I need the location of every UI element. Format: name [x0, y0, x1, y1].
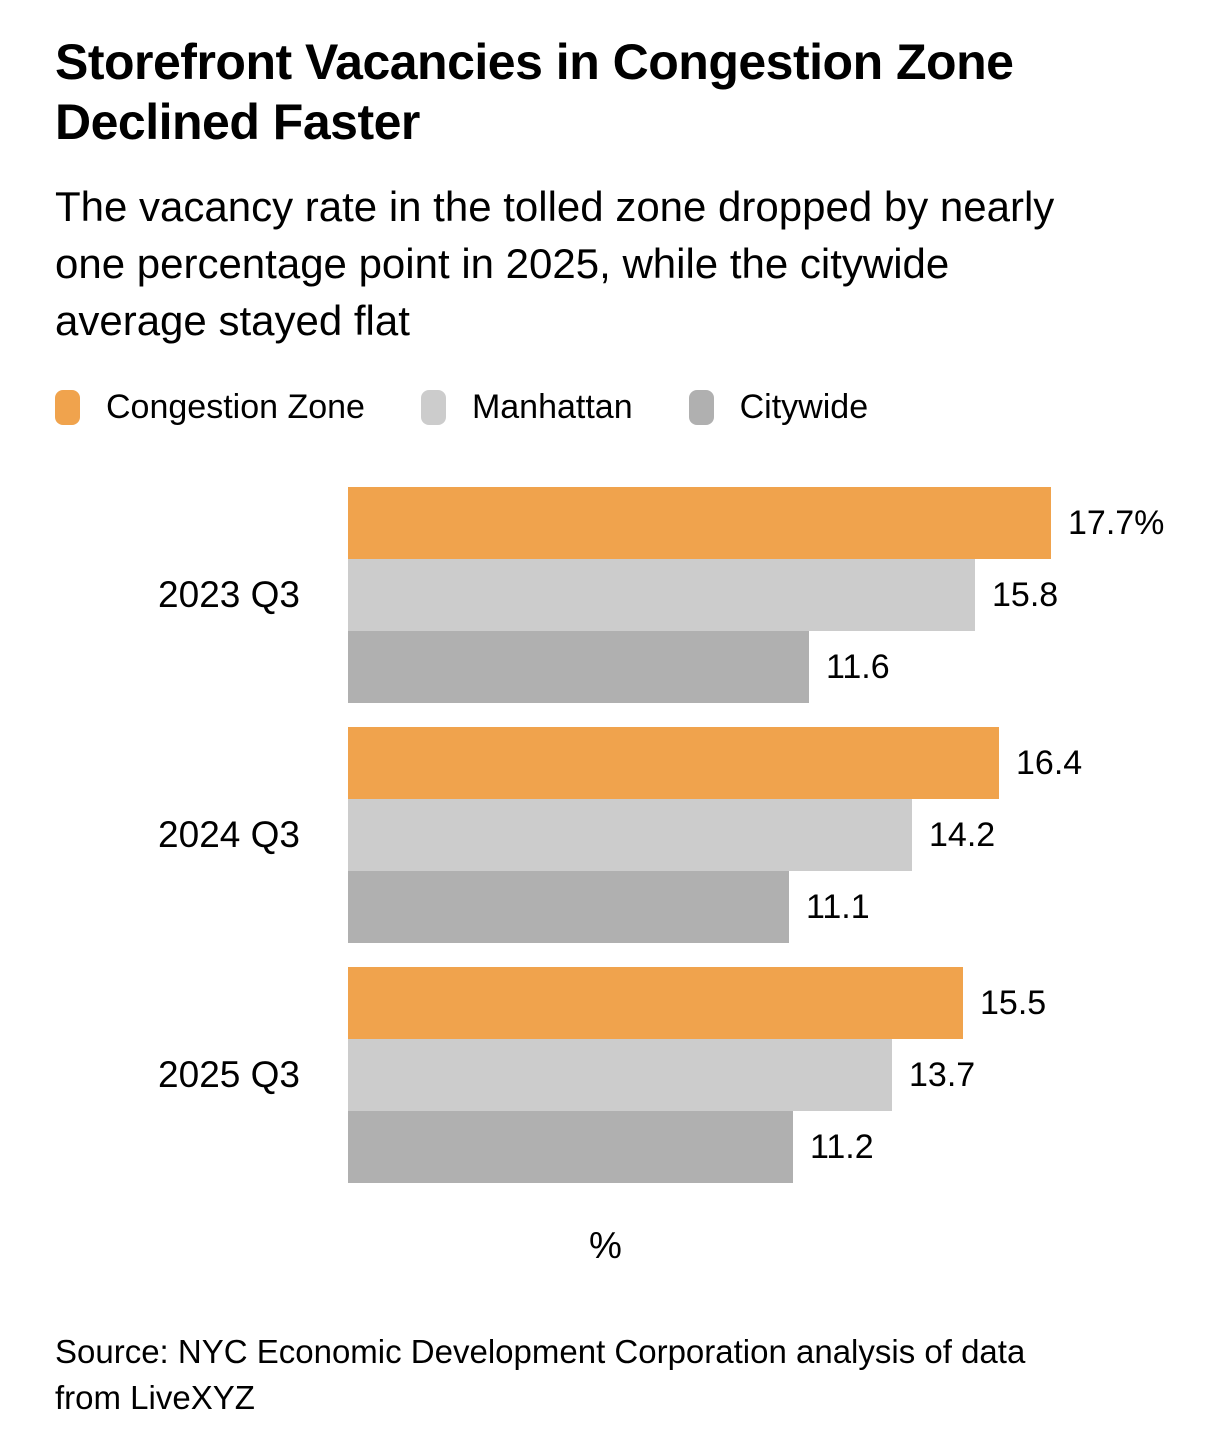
legend-item-manhattan: Manhattan [420, 387, 633, 427]
bar-value-label: 11.6 [826, 647, 890, 686]
legend: Congestion Zone Manhattan Citywide [55, 387, 1156, 427]
bar-stack: 15.5 13.7 11.2 [348, 967, 1156, 1183]
legend-item-congestion-zone: Congestion Zone [55, 387, 365, 427]
category-label: 2024 Q3 [158, 814, 300, 855]
bar-value-label: 14.2 [929, 815, 996, 854]
congestion-zone-swatch-icon [55, 389, 80, 425]
bar-chart: 2023 Q3 17.7% 15.8 11.6 2024 Q3 16.4 14.2 11.1 2… [55, 487, 1164, 1267]
bar-value-label: 11.1 [806, 887, 870, 926]
bar-group-2024-q3: 2024 Q3 16.4 14.2 11.1 [55, 727, 1156, 943]
bar-row: 16.4 [348, 727, 1156, 799]
bar-stack: 17.7% 15.8 11.6 [348, 487, 1164, 703]
bar-groups: 2023 Q3 17.7% 15.8 11.6 2024 Q3 16.4 14.2 11.1 2… [55, 487, 1164, 1183]
manhattan-swatch-icon [420, 389, 446, 425]
bar-row: 17.7% [348, 487, 1164, 559]
bar-group-2025-q3: 2025 Q3 15.5 13.7 11.2 [55, 967, 1156, 1183]
bar-row: 15.5 [348, 967, 1156, 1039]
category-label: 2025 Q3 [158, 1054, 300, 1095]
bar-citywide [348, 631, 809, 703]
bar-stack: 16.4 14.2 11.1 [348, 727, 1156, 943]
bar-manhattan [348, 1039, 892, 1111]
bar-value-label: 11.2 [810, 1127, 874, 1166]
bar-row: 11.1 [348, 871, 1156, 943]
bar-congestion-zone [348, 727, 999, 799]
bar-manhattan [348, 799, 912, 871]
bar-row: 15.8 [348, 559, 1164, 631]
chart-subtitle: The vacancy rate in the tolled zone drop… [55, 183, 1055, 344]
citywide-swatch-icon [688, 389, 714, 425]
bar-value-label: 13.7 [909, 1055, 976, 1094]
bar-value-label: 17.7% [1068, 503, 1165, 542]
legend-label: Congestion Zone [106, 388, 365, 426]
bar-row: 11.6 [348, 631, 1164, 703]
bar-value-label: 16.4 [1016, 743, 1083, 782]
chart-title: Storefront Vacancies in Congestion Zone … [55, 34, 1014, 150]
bar-row: 11.2 [348, 1111, 1156, 1183]
x-axis-label: % [589, 1225, 622, 1266]
source-note: Source: NYC Economic Development Corpora… [55, 1333, 1026, 1416]
bar-citywide [348, 1111, 793, 1183]
bar-citywide [348, 871, 789, 943]
bar-congestion-zone [348, 967, 963, 1039]
category-label: 2023 Q3 [158, 574, 300, 615]
bar-congestion-zone [348, 487, 1051, 559]
bar-manhattan [348, 559, 975, 631]
bar-group-2023-q3: 2023 Q3 17.7% 15.8 11.6 [55, 487, 1164, 703]
bar-value-label: 15.5 [980, 983, 1047, 1022]
bar-row: 14.2 [348, 799, 1156, 871]
legend-item-citywide: Citywide [688, 387, 869, 427]
legend-label: Citywide [739, 388, 869, 426]
legend-label: Manhattan [471, 388, 633, 426]
bar-value-label: 15.8 [992, 575, 1059, 614]
bar-row: 13.7 [348, 1039, 1156, 1111]
